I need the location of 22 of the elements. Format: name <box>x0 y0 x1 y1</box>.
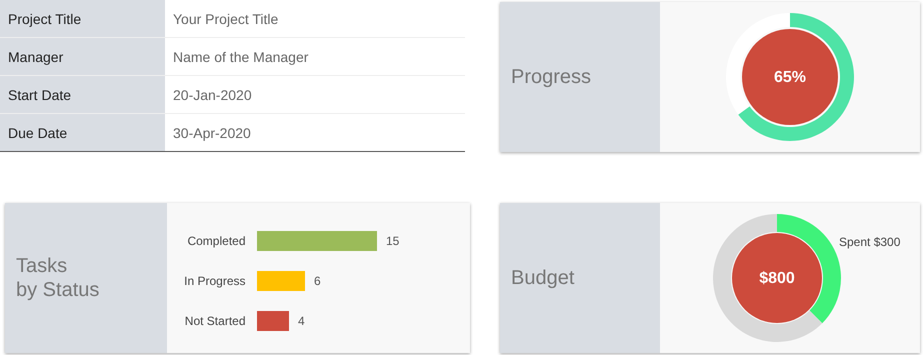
text: $800 <box>759 270 795 287</box>
data-label: 4 <box>298 314 305 328</box>
y-tick-label: Not Started <box>184 314 246 328</box>
data-label: 65% <box>774 69 806 86</box>
text: Due Date <box>0 114 165 152</box>
text: Start Date <box>0 76 165 114</box>
data-label: 6 <box>314 274 321 288</box>
donut-slice <box>713 214 822 342</box>
text: Manager <box>0 38 165 76</box>
data-label: 15 <box>386 234 400 248</box>
text: Budget <box>500 203 660 353</box>
text: Progress <box>500 2 660 152</box>
y-tick-label: Completed <box>187 234 246 248</box>
text: Your Project Title <box>165 0 465 38</box>
text: Tasks by Status <box>5 203 167 353</box>
text: Name of the Manager <box>165 38 465 76</box>
y-tick-label: In Progress <box>184 274 246 288</box>
text: 20-Jan-2020 <box>165 76 465 114</box>
text: Project Title <box>0 0 165 38</box>
text: 30-Apr-2020 <box>165 114 465 152</box>
donut-slice <box>738 13 854 141</box>
slice-label: Spent $300 <box>839 235 901 249</box>
